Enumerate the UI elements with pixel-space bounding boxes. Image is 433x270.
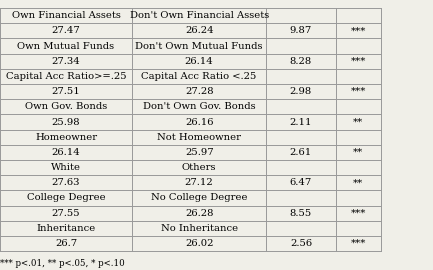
Text: ***: *** (351, 239, 366, 248)
Text: 8.28: 8.28 (290, 57, 312, 66)
Text: 2.98: 2.98 (290, 87, 312, 96)
Text: Capital Acc Ratio>=.25: Capital Acc Ratio>=.25 (6, 72, 126, 81)
Text: 26.14: 26.14 (52, 148, 81, 157)
Text: Own Mutual Funds: Own Mutual Funds (17, 42, 115, 50)
Text: 27.51: 27.51 (52, 87, 81, 96)
Text: Don't Own Financial Assets: Don't Own Financial Assets (129, 11, 269, 20)
Text: Inheritance: Inheritance (36, 224, 96, 233)
Text: College Degree: College Degree (27, 193, 105, 202)
Text: 26.14: 26.14 (185, 57, 213, 66)
Text: ***: *** (351, 87, 366, 96)
Text: Don't Own Mutual Funds: Don't Own Mutual Funds (136, 42, 263, 50)
Text: 9.87: 9.87 (290, 26, 312, 35)
Text: Not Homeowner: Not Homeowner (157, 133, 241, 142)
Text: Homeowner: Homeowner (35, 133, 97, 142)
Text: 2.56: 2.56 (290, 239, 312, 248)
Text: *** p<.01, ** p<.05, * p<.10: *** p<.01, ** p<.05, * p<.10 (0, 259, 125, 268)
Text: 27.12: 27.12 (185, 178, 213, 187)
Text: No College Degree: No College Degree (151, 193, 247, 202)
Text: 25.98: 25.98 (52, 117, 81, 127)
Text: 27.55: 27.55 (52, 209, 81, 218)
Text: 27.47: 27.47 (52, 26, 81, 35)
Text: 2.61: 2.61 (290, 148, 312, 157)
Text: Own Gov. Bonds: Own Gov. Bonds (25, 102, 107, 111)
Text: 8.55: 8.55 (290, 209, 312, 218)
Text: **: ** (353, 148, 363, 157)
Text: ***: *** (351, 26, 366, 35)
Text: ***: *** (351, 209, 366, 218)
Text: 27.63: 27.63 (52, 178, 80, 187)
Text: Others: Others (182, 163, 216, 172)
Text: **: ** (353, 117, 363, 127)
Text: 26.16: 26.16 (185, 117, 213, 127)
Text: **: ** (353, 178, 363, 187)
Text: 27.28: 27.28 (185, 87, 213, 96)
Text: White: White (51, 163, 81, 172)
Text: 26.28: 26.28 (185, 209, 213, 218)
Text: Don't Own Gov. Bonds: Don't Own Gov. Bonds (143, 102, 255, 111)
Text: 25.97: 25.97 (185, 148, 213, 157)
Text: Own Financial Assets: Own Financial Assets (12, 11, 120, 20)
Text: Capital Acc Ratio <.25: Capital Acc Ratio <.25 (142, 72, 257, 81)
Text: 2.11: 2.11 (290, 117, 312, 127)
Text: 26.7: 26.7 (55, 239, 77, 248)
Text: 27.34: 27.34 (52, 57, 81, 66)
Text: No Inheritance: No Inheritance (161, 224, 238, 233)
Text: 6.47: 6.47 (290, 178, 312, 187)
Text: 26.02: 26.02 (185, 239, 213, 248)
Text: 26.24: 26.24 (185, 26, 213, 35)
Text: ***: *** (351, 57, 366, 66)
